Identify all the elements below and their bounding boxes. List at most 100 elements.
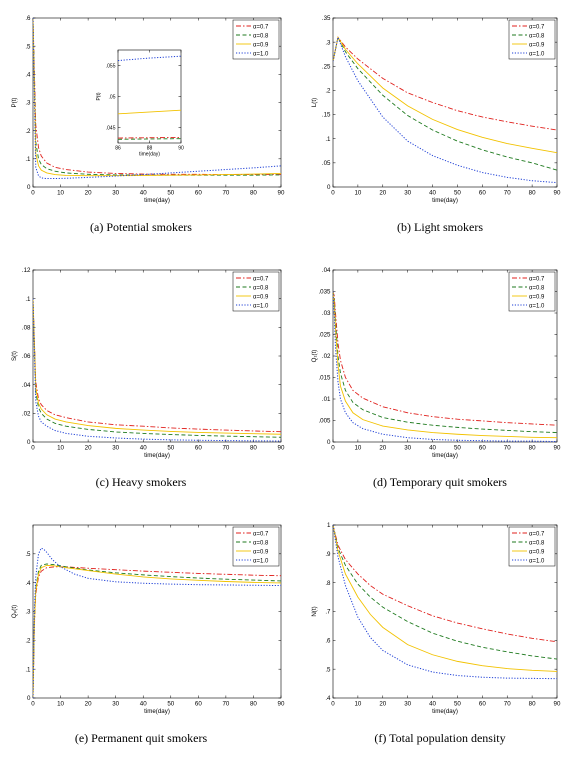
y-tick-label: .3 bbox=[25, 100, 31, 107]
y-tick-label: .7 bbox=[325, 609, 331, 616]
x-tick-label: 40 bbox=[140, 701, 147, 708]
x-tick-label: 0 bbox=[31, 190, 35, 197]
x-tick-label: 30 bbox=[112, 701, 119, 708]
y-tick-label: .3 bbox=[325, 39, 331, 46]
y-tick-label: .4 bbox=[25, 72, 31, 79]
series-line-2 bbox=[333, 525, 557, 660]
x-tick-label: 70 bbox=[504, 445, 511, 452]
legend-entry: α=0.7 bbox=[529, 24, 545, 30]
y-tick-label: .25 bbox=[322, 63, 331, 70]
y-tick-label: .03 bbox=[322, 310, 331, 317]
x-tick-label: 20 bbox=[379, 190, 386, 197]
legend-entry: α=0.9 bbox=[529, 549, 545, 555]
x-axis-label: time(day) bbox=[144, 708, 170, 715]
y-tick-label: .4 bbox=[325, 695, 331, 702]
x-tick-label: 86 bbox=[115, 146, 121, 152]
x-tick-label: 90 bbox=[554, 701, 561, 708]
x-tick-label: 10 bbox=[57, 445, 64, 452]
legend-entry: α=0.7 bbox=[253, 24, 269, 30]
x-tick-label: 60 bbox=[479, 445, 486, 452]
x-tick-label: 90 bbox=[178, 146, 184, 152]
y-tick-label: 0 bbox=[327, 439, 331, 446]
panel-caption: (d) Temporary quit smokers bbox=[373, 475, 507, 489]
x-tick-label: 40 bbox=[140, 445, 147, 452]
series-line-1 bbox=[333, 525, 557, 643]
x-tick-label: 20 bbox=[379, 701, 386, 708]
legend-entry: α=0.8 bbox=[253, 285, 269, 291]
y-tick-label: .05 bbox=[322, 160, 331, 167]
x-tick-label: 80 bbox=[529, 701, 536, 708]
x-tick-label: 50 bbox=[454, 701, 461, 708]
x-tick-label: 0 bbox=[331, 445, 335, 452]
y-tick-label: .6 bbox=[325, 638, 331, 645]
x-axis-label: time(day) bbox=[144, 452, 170, 459]
y-tick-label: .1 bbox=[25, 296, 31, 303]
legend-entry: α=0.9 bbox=[253, 549, 269, 555]
legend-box bbox=[232, 271, 280, 312]
y-tick-label: .6 bbox=[25, 15, 31, 22]
legend-entry: α=1.0 bbox=[253, 303, 269, 309]
panel-caption: (e) Permanent quit smokers bbox=[75, 731, 208, 745]
y-axis-label: L(t) bbox=[311, 98, 318, 107]
x-tick-label: 60 bbox=[479, 701, 486, 708]
x-tick-label: 10 bbox=[354, 701, 361, 708]
series-line-3 bbox=[118, 109, 181, 115]
x-tick-label: 70 bbox=[504, 190, 511, 197]
legend-entry: α=0.7 bbox=[529, 531, 545, 537]
x-tick-label: 80 bbox=[529, 445, 536, 452]
chart-panel-f: 0 10 20 30 40 50 60 70 80 90 .4 .5 .6 .7 .8 .9 1 time(day… bbox=[311, 522, 561, 745]
y-tick-label: .025 bbox=[318, 332, 331, 339]
series-line-2 bbox=[33, 18, 281, 176]
x-tick-label: 90 bbox=[278, 701, 285, 708]
y-tick-label: .4 bbox=[25, 580, 31, 587]
x-tick-label: 30 bbox=[112, 190, 119, 197]
y-tick-label: .2 bbox=[25, 638, 31, 645]
x-tick-label: 20 bbox=[85, 190, 92, 197]
y-tick-label: .01 bbox=[322, 396, 331, 403]
y-axis-label: Qₚ(t) bbox=[11, 605, 18, 618]
y-tick-label: 0 bbox=[327, 184, 331, 191]
series-line-2 bbox=[33, 563, 281, 698]
x-tick-label: 10 bbox=[57, 701, 64, 708]
y-tick-label: .5 bbox=[325, 666, 331, 673]
legend-entry: α=0.8 bbox=[529, 285, 545, 291]
y-tick-label: .1 bbox=[25, 666, 31, 673]
y-tick-label: .5 bbox=[25, 43, 31, 50]
y-tick-label: .005 bbox=[318, 418, 331, 425]
y-tick-label: .1 bbox=[325, 136, 331, 143]
y-tick-label: .08 bbox=[22, 325, 31, 332]
x-tick-label: 50 bbox=[167, 445, 174, 452]
legend-entry: α=1.0 bbox=[253, 51, 269, 57]
series-line-2 bbox=[33, 298, 281, 438]
legend-entry: α=1.0 bbox=[529, 558, 545, 564]
x-tick-label: 10 bbox=[354, 445, 361, 452]
legend-entry: α=0.7 bbox=[253, 276, 269, 282]
y-tick-label: 0 bbox=[27, 695, 31, 702]
y-tick-label: .12 bbox=[22, 267, 31, 274]
series-line-1 bbox=[333, 291, 557, 426]
x-tick-label: 80 bbox=[250, 701, 257, 708]
legend-entry: α=0.8 bbox=[529, 33, 545, 39]
legend-box bbox=[508, 271, 556, 312]
x-tick-label: 50 bbox=[167, 190, 174, 197]
x-tick-label: 50 bbox=[454, 445, 461, 452]
legend-entry: α=0.8 bbox=[529, 540, 545, 546]
y-tick-label: .5 bbox=[25, 551, 31, 558]
y-tick-label: .05 bbox=[109, 94, 116, 100]
x-tick-label: 70 bbox=[222, 445, 229, 452]
plot-frame bbox=[117, 49, 182, 144]
chart-panel-b: 0 10 20 30 40 50 60 70 80 90 0 .05 .1 .15 .2 .25 .3 .35 ti… bbox=[311, 15, 561, 234]
y-tick-label: .055 bbox=[106, 63, 116, 69]
series-line-4 bbox=[33, 298, 281, 442]
legend-entry: α=0.7 bbox=[529, 276, 545, 282]
x-tick-label: 20 bbox=[85, 445, 92, 452]
x-tick-label: 50 bbox=[167, 701, 174, 708]
x-tick-label: 60 bbox=[479, 190, 486, 197]
series-line-3 bbox=[33, 298, 281, 435]
legend-entry: α=0.8 bbox=[253, 540, 269, 546]
y-tick-label: .2 bbox=[25, 128, 31, 135]
y-axis-label: P(t) bbox=[11, 98, 18, 108]
series-line-1 bbox=[33, 298, 281, 433]
legend-entry: α=0.9 bbox=[253, 294, 269, 300]
